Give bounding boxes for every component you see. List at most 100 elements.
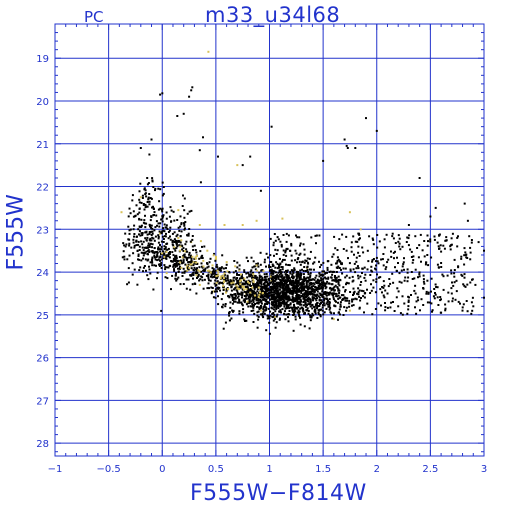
data-point	[358, 233, 361, 236]
data-point	[363, 266, 366, 269]
data-point	[266, 303, 269, 305]
data-point	[195, 261, 198, 264]
data-point	[362, 295, 365, 298]
data-point	[188, 261, 191, 263]
data-point	[274, 282, 277, 285]
data-point	[250, 256, 253, 259]
data-point	[269, 314, 272, 317]
data-point	[283, 283, 286, 286]
data-point	[348, 211, 351, 214]
data-point	[296, 284, 299, 287]
data-point	[287, 305, 290, 308]
data-point	[260, 286, 263, 289]
data-point	[169, 235, 171, 238]
data-point	[175, 256, 177, 259]
data-point	[158, 256, 161, 259]
data-point	[451, 297, 454, 300]
data-point	[285, 254, 288, 257]
data-point	[368, 235, 371, 238]
data-point	[375, 278, 378, 281]
data-point	[132, 241, 135, 244]
data-point	[337, 265, 340, 268]
data-point	[170, 260, 173, 263]
data-point	[315, 242, 317, 245]
data-point	[276, 287, 279, 290]
data-point	[300, 291, 303, 294]
data-point	[335, 276, 338, 279]
data-point	[252, 283, 255, 286]
data-point	[184, 243, 187, 246]
data-point	[158, 263, 160, 266]
data-point	[272, 264, 274, 267]
data-point	[463, 263, 466, 266]
data-point	[285, 284, 288, 287]
data-point	[338, 238, 341, 241]
data-point	[285, 296, 288, 299]
data-point	[322, 302, 325, 305]
data-point	[235, 289, 238, 292]
data-point	[154, 187, 157, 190]
data-point	[270, 281, 273, 284]
data-point	[302, 270, 305, 272]
data-point	[360, 289, 363, 292]
data-point	[339, 313, 341, 316]
data-point	[237, 279, 240, 282]
data-point	[163, 245, 166, 248]
data-point	[255, 285, 258, 288]
data-point	[295, 273, 298, 276]
data-point	[162, 257, 165, 260]
data-point	[198, 279, 201, 282]
data-point	[344, 299, 347, 302]
data-point	[370, 289, 373, 292]
data-point	[410, 250, 413, 253]
data-point	[206, 269, 209, 272]
data-point	[281, 217, 284, 220]
data-point	[160, 240, 163, 243]
data-point	[294, 318, 297, 321]
data-point	[273, 270, 276, 273]
data-point	[274, 275, 277, 277]
data-point	[447, 291, 450, 294]
data-point	[402, 263, 405, 266]
data-point	[298, 294, 301, 297]
data-point	[179, 245, 182, 248]
data-point	[140, 218, 143, 221]
data-point	[280, 298, 282, 301]
data-point	[279, 262, 282, 265]
data-point	[159, 250, 162, 253]
data-point	[276, 313, 279, 316]
data-point	[186, 269, 189, 272]
data-point	[337, 281, 340, 284]
data-point	[343, 306, 346, 309]
data-point	[294, 306, 296, 309]
data-point	[275, 292, 278, 295]
data-point	[366, 268, 369, 271]
data-point	[252, 273, 255, 276]
data-point	[317, 313, 320, 316]
data-point	[263, 298, 266, 301]
data-point	[278, 257, 281, 260]
data-point	[260, 280, 263, 283]
data-point	[257, 282, 260, 285]
data-point	[187, 263, 190, 266]
data-point	[244, 299, 246, 302]
data-point	[299, 244, 301, 247]
data-point	[407, 237, 410, 240]
data-point	[273, 233, 276, 235]
data-point	[141, 234, 144, 237]
data-point	[273, 286, 276, 289]
data-point	[345, 274, 348, 277]
data-point	[382, 253, 385, 255]
data-point	[257, 302, 260, 305]
data-point	[163, 248, 166, 250]
data-point	[280, 294, 283, 297]
data-point	[418, 271, 421, 274]
data-point	[301, 268, 303, 271]
data-point	[325, 277, 328, 280]
data-point	[248, 282, 251, 285]
data-point	[251, 304, 254, 306]
data-point	[330, 263, 333, 266]
data-point	[165, 224, 168, 227]
data-point	[312, 285, 315, 288]
data-point	[190, 259, 193, 262]
